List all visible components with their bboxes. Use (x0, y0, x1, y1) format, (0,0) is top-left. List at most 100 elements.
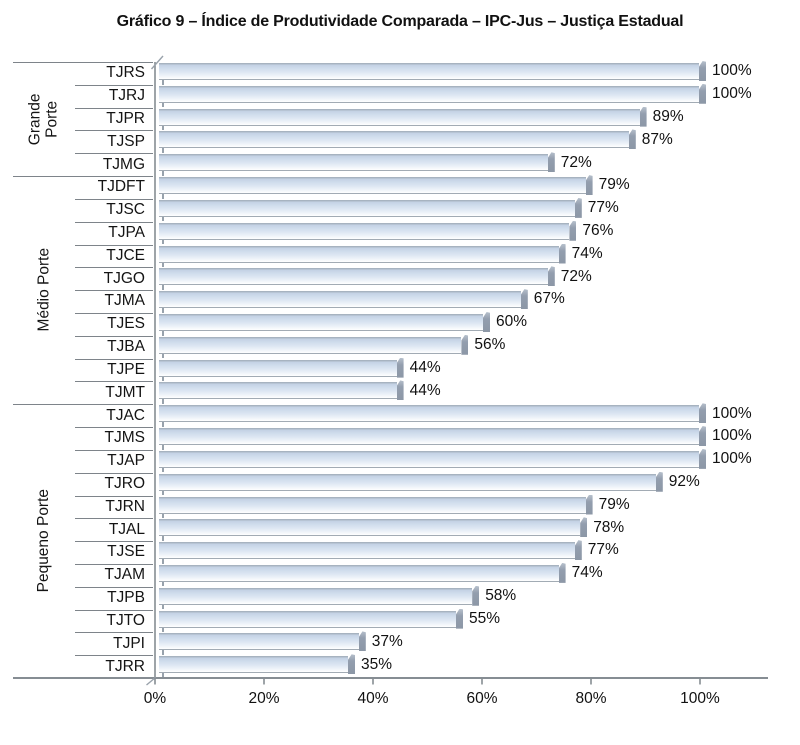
bar-end-cap (396, 380, 404, 401)
value-label-tjrn: 79% (598, 495, 630, 513)
bar-tjba (159, 334, 469, 355)
category-label-tjrj: TJRJ (108, 87, 145, 105)
value-label-tjrs: 100% (712, 62, 752, 80)
category-label-tjdft: TJDFT (97, 178, 145, 196)
bar-end-cap (558, 243, 566, 264)
value-label-tjal: 78% (593, 518, 625, 536)
category-tick (162, 239, 164, 245)
category-separator-line (75, 244, 153, 246)
category-separator-line (75, 267, 153, 269)
bar-end-cap (574, 540, 582, 561)
bar-tjam (159, 562, 566, 583)
bar-end-cap (585, 494, 593, 515)
bar-tjms (159, 426, 706, 446)
bar-end-cap (461, 334, 469, 355)
category-separator-line (75, 632, 153, 634)
category-label-tjma: TJMA (104, 292, 145, 310)
bar-tjrs (159, 61, 706, 81)
category-separator-line (75, 130, 153, 132)
category-separator-line (75, 472, 153, 474)
bar-tjrj (159, 83, 706, 104)
bar-end-cap (396, 357, 404, 378)
category-tick (162, 194, 164, 199)
category-tick (162, 216, 164, 222)
category-label-tjac: TJAC (106, 406, 145, 424)
bar-end-cap (547, 266, 555, 287)
category-label-tjmg: TJMG (102, 155, 145, 173)
category-separator-line (75, 541, 153, 543)
bar-tjrn (159, 494, 593, 515)
category-label-tjba: TJBA (107, 338, 145, 356)
bar-end-cap (699, 426, 706, 446)
category-tick (162, 627, 164, 633)
bar-end-cap (456, 608, 463, 629)
category-separator-line (75, 427, 153, 428)
bar-tjpb (159, 585, 480, 606)
bar-tjdft (159, 175, 593, 196)
category-label-tjmt: TJMT (105, 383, 145, 401)
category-separator-line (75, 84, 153, 86)
x-tick-label-1: 20% (248, 690, 280, 707)
bar-tjse (159, 540, 582, 561)
value-label-tjrj: 100% (712, 85, 752, 103)
bar-tjro (159, 471, 663, 492)
category-tick (162, 353, 164, 359)
value-label-tjsc: 77% (587, 199, 619, 217)
category-label-tjam: TJAM (104, 566, 145, 584)
category-tick (162, 331, 164, 336)
chart-title: Gráfico 9 – Índice de Produtividade Comp… (116, 13, 684, 30)
category-separator-line (75, 609, 153, 611)
category-tick (162, 422, 164, 427)
bar-tjgo (159, 266, 555, 287)
bar-tjac (159, 403, 706, 424)
bar-end-cap (358, 631, 366, 652)
value-label-tjrr: 35% (361, 655, 393, 673)
bar-end-cap (569, 220, 577, 241)
category-separator-line (75, 198, 153, 200)
bar-tjpi (159, 631, 366, 652)
bar-end-cap (628, 129, 636, 150)
category-tick (162, 673, 164, 678)
category-tick (162, 399, 164, 404)
bar-end-cap (520, 289, 528, 310)
group-separator-line (13, 62, 153, 63)
bar-tjpa (159, 220, 577, 241)
category-separator-line (75, 313, 153, 314)
category-separator-line (75, 358, 153, 360)
category-tick (162, 148, 164, 153)
bar-end-cap (699, 61, 706, 81)
bar-tjsp (159, 129, 636, 150)
bar-end-cap (655, 471, 663, 492)
category-separator-line (75, 518, 153, 520)
x-tick-label-3: 60% (466, 690, 498, 707)
category-label-tjpe: TJPE (107, 360, 145, 378)
category-separator-line (75, 107, 153, 109)
x-tick-label-5: 100% (680, 690, 720, 707)
value-label-tjam: 74% (571, 564, 603, 582)
value-label-tjac: 100% (712, 404, 752, 422)
bar-tjpe (159, 357, 404, 378)
value-label-tjap: 100% (712, 450, 752, 468)
category-tick (162, 650, 164, 655)
bar-end-cap (699, 83, 706, 104)
bar-tjes (159, 312, 490, 332)
group-cell-1: Médio Porte (13, 176, 75, 404)
bar-end-cap (483, 312, 490, 332)
bar-end-cap (580, 517, 588, 538)
bar-end-cap (472, 585, 480, 606)
bar-end-cap (348, 654, 355, 675)
bar-end-cap (574, 197, 582, 218)
bar-tjma (159, 289, 528, 310)
group-separator-line (13, 176, 153, 178)
bar-end-cap (585, 175, 593, 196)
category-tick (162, 490, 164, 496)
x-tick-label-0: 0% (143, 690, 167, 707)
category-separator-line (75, 221, 153, 223)
x-tick-label-4: 80% (575, 690, 607, 707)
category-label-tjpa: TJPA (108, 224, 145, 242)
bar-end-cap (699, 403, 706, 424)
value-label-tjes: 60% (496, 313, 528, 331)
bar-tjpr (159, 106, 647, 127)
bar-end-cap (699, 448, 706, 469)
